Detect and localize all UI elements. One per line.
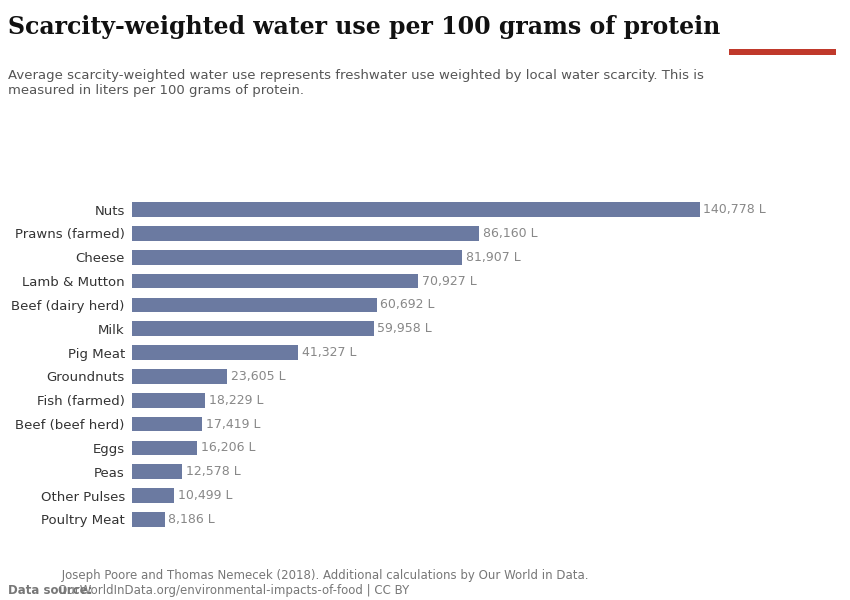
Text: 41,327 L: 41,327 L (302, 346, 357, 359)
Text: 23,605 L: 23,605 L (230, 370, 286, 383)
Bar (132, 488, 174, 503)
Text: 70,927 L: 70,927 L (422, 275, 476, 287)
Bar (729, 49, 836, 55)
Text: in Data: in Data (761, 31, 803, 41)
Bar (132, 322, 374, 336)
Text: 59,958 L: 59,958 L (377, 322, 432, 335)
Bar (132, 440, 197, 455)
Bar (132, 250, 462, 265)
Text: Scarcity-weighted water use per 100 grams of protein: Scarcity-weighted water use per 100 gram… (8, 15, 721, 39)
Text: 140,778 L: 140,778 L (704, 203, 766, 216)
Text: 18,229 L: 18,229 L (209, 394, 264, 407)
Bar (132, 202, 700, 217)
Bar (132, 464, 183, 479)
Text: 81,907 L: 81,907 L (466, 251, 520, 264)
Text: 12,578 L: 12,578 L (186, 465, 241, 478)
Bar (132, 416, 202, 431)
Bar (132, 274, 418, 289)
Bar (132, 298, 377, 313)
Bar (132, 369, 227, 384)
Text: 60,692 L: 60,692 L (380, 298, 434, 311)
Text: 86,160 L: 86,160 L (483, 227, 538, 240)
Text: 17,419 L: 17,419 L (206, 418, 260, 431)
Text: 10,499 L: 10,499 L (178, 489, 232, 502)
Text: 8,186 L: 8,186 L (168, 513, 215, 526)
Text: Joseph Poore and Thomas Nemecek (2018). Additional calculations by Our World in : Joseph Poore and Thomas Nemecek (2018). … (58, 569, 588, 597)
Text: 16,206 L: 16,206 L (201, 442, 255, 454)
Text: Our World: Our World (752, 15, 812, 25)
Text: Data source:: Data source: (8, 584, 93, 597)
Bar (132, 512, 165, 527)
Text: Average scarcity-weighted water use represents freshwater use weighted by local : Average scarcity-weighted water use repr… (8, 69, 705, 97)
Bar (132, 393, 206, 407)
Bar (132, 226, 479, 241)
Bar (132, 345, 298, 360)
